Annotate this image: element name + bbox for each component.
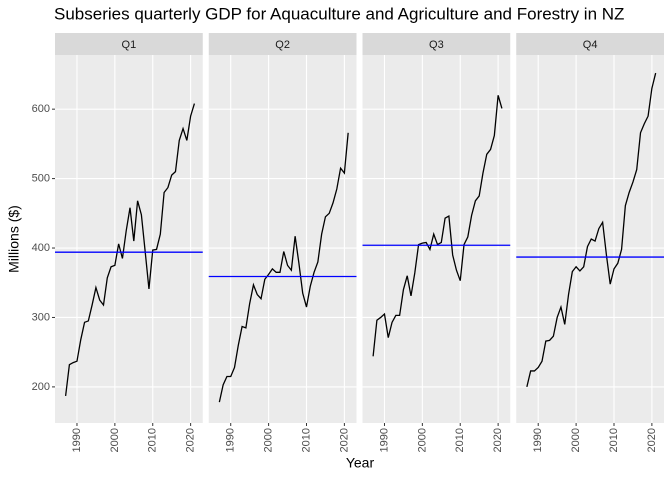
x-tick-label: 1990 (532, 428, 544, 452)
x-tick-label: 2020 (646, 428, 658, 452)
panel-background (362, 55, 511, 423)
series-line (526, 72, 657, 388)
strip-text: Q2 (275, 39, 290, 51)
series-line (64, 103, 196, 396)
x-tick-label: 1990 (378, 428, 390, 452)
panel-background (55, 55, 203, 423)
x-tick-label: 2010 (454, 428, 466, 452)
strip-background (362, 33, 511, 55)
y-tick-label: 300 (32, 311, 50, 323)
x-tick-label: 2020 (338, 428, 350, 452)
x-tick-label: 2020 (185, 428, 197, 452)
x-tick-label: 2000 (109, 428, 121, 452)
x-axis-title: Year (346, 455, 375, 471)
x-tick-label: 2020 (492, 428, 504, 452)
series-line (372, 95, 503, 357)
strip-background (55, 33, 203, 55)
y-tick-label: 600 (32, 103, 50, 115)
panel-background (516, 55, 664, 423)
strip-text: Q1 (122, 39, 137, 51)
strip-text: Q4 (583, 39, 598, 51)
series-line (218, 132, 349, 403)
y-tick-label: 400 (32, 242, 50, 254)
panel-background (208, 55, 357, 423)
x-tick-label: 2010 (147, 428, 159, 452)
x-tick-label: 1990 (71, 428, 83, 452)
chart-title: Subseries quarterly GDP for Aquaculture … (54, 4, 624, 23)
x-tick-label: 1990 (225, 428, 237, 452)
x-tick-label: 2000 (263, 428, 275, 452)
x-tick-label: 2010 (300, 428, 312, 452)
strip-text: Q3 (429, 39, 444, 51)
y-tick-label: 200 (32, 381, 50, 393)
y-axis-title: Millions ($) (6, 205, 22, 273)
x-tick-label: 2000 (416, 428, 428, 452)
y-tick-label: 500 (32, 172, 50, 184)
x-tick-label: 2000 (570, 428, 582, 452)
strip-background (208, 33, 357, 55)
strip-background (516, 33, 664, 55)
x-tick-label: 2010 (608, 428, 620, 452)
